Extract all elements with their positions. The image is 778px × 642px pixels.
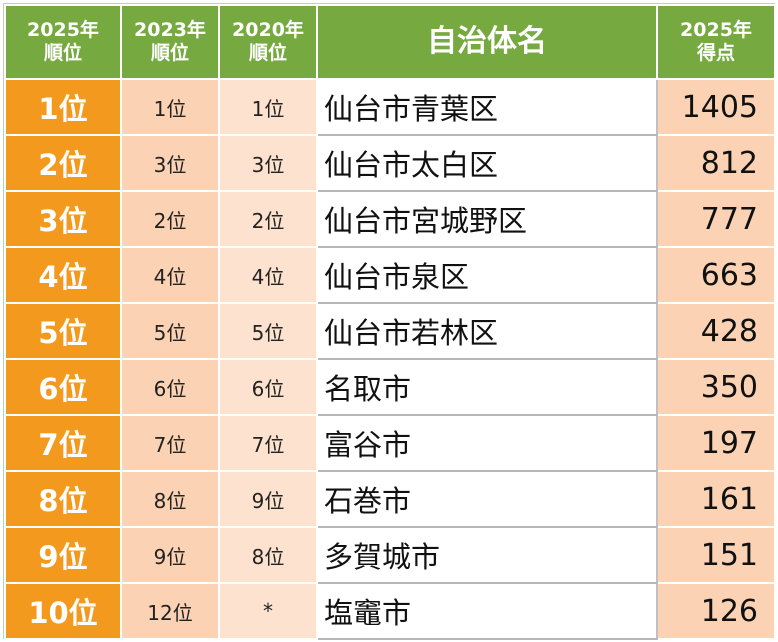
- score-2025-cell: 350: [656, 358, 776, 416]
- header-score-2025-label: 得点: [696, 42, 735, 64]
- municipality-name-cell: 名取市: [316, 358, 658, 416]
- header-municipality-name: 自治体名: [316, 4, 658, 80]
- rank-2023-cell: 9位: [120, 526, 220, 584]
- score-2025-cell: 197: [656, 414, 776, 472]
- rank-2025-cell: 2位: [4, 134, 122, 192]
- header-rank-2023-label: 順位: [150, 42, 189, 64]
- table-row: 10位 12位 * 塩竈市 126: [4, 582, 776, 640]
- header-rank-2020-year: 2020年: [232, 19, 304, 42]
- score-2025-cell: 663: [656, 246, 776, 304]
- rank-2023-cell: 6位: [120, 358, 220, 416]
- rank-2020-cell: 9位: [218, 470, 318, 528]
- rank-2023-cell: 8位: [120, 470, 220, 528]
- rank-2025-cell: 8位: [4, 470, 122, 528]
- table-row: 7位 7位 7位 富谷市 197: [4, 414, 776, 472]
- rank-2020-cell: 6位: [218, 358, 318, 416]
- header-rank-2020: 2020年 順位: [218, 4, 318, 80]
- rank-2025-cell: 9位: [4, 526, 122, 584]
- ranking-table: 2025年 順位 2023年 順位 2020年 順位 自治体名 2025年 得点…: [4, 4, 776, 640]
- rank-2023-cell: 7位: [120, 414, 220, 472]
- rank-2023-cell: 2位: [120, 190, 220, 248]
- score-2025-cell: 126: [656, 582, 776, 640]
- rank-2025-cell: 3位: [4, 190, 122, 248]
- score-2025-cell: 1405: [656, 78, 776, 136]
- municipality-name-cell: 仙台市青葉区: [316, 78, 658, 136]
- rank-2025-cell: 1位: [4, 78, 122, 136]
- rank-2020-cell: 3位: [218, 134, 318, 192]
- score-2025-cell: 161: [656, 470, 776, 528]
- rank-2020-cell: 1位: [218, 78, 318, 136]
- table-row: 8位 8位 9位 石巻市 161: [4, 470, 776, 528]
- ranking-table-container: 2025年 順位 2023年 順位 2020年 順位 自治体名 2025年 得点…: [3, 3, 776, 640]
- municipality-name-cell: 仙台市泉区: [316, 246, 658, 304]
- municipality-name-cell: 仙台市若林区: [316, 302, 658, 360]
- rank-2020-cell: *: [218, 582, 318, 640]
- score-2025-cell: 151: [656, 526, 776, 584]
- header-rank-2020-label: 順位: [248, 42, 287, 64]
- municipality-name-cell: 仙台市太白区: [316, 134, 658, 192]
- rank-2023-cell: 1位: [120, 78, 220, 136]
- table-row: 9位 9位 8位 多賀城市 151: [4, 526, 776, 584]
- rank-2025-cell: 4位: [4, 246, 122, 304]
- rank-2020-cell: 8位: [218, 526, 318, 584]
- table-row: 3位 2位 2位 仙台市宮城野区 777: [4, 190, 776, 248]
- score-2025-cell: 777: [656, 190, 776, 248]
- rank-2023-cell: 12位: [120, 582, 220, 640]
- header-rank-2025: 2025年 順位: [4, 4, 122, 80]
- municipality-name-cell: 石巻市: [316, 470, 658, 528]
- rank-2025-cell: 7位: [4, 414, 122, 472]
- rank-2025-cell: 5位: [4, 302, 122, 360]
- header-row: 2025年 順位 2023年 順位 2020年 順位 自治体名 2025年 得点: [4, 4, 776, 80]
- score-2025-cell: 428: [656, 302, 776, 360]
- municipality-name-cell: 仙台市宮城野区: [316, 190, 658, 248]
- score-2025-cell: 812: [656, 134, 776, 192]
- header-rank-2025-year: 2025年: [27, 19, 99, 42]
- table-row: 6位 6位 6位 名取市 350: [4, 358, 776, 416]
- header-score-2025: 2025年 得点: [656, 4, 776, 80]
- table-row: 2位 3位 3位 仙台市太白区 812: [4, 134, 776, 192]
- rank-2020-cell: 5位: [218, 302, 318, 360]
- rank-2023-cell: 4位: [120, 246, 220, 304]
- municipality-name-cell: 多賀城市: [316, 526, 658, 584]
- rank-2020-cell: 4位: [218, 246, 318, 304]
- table-row: 1位 1位 1位 仙台市青葉区 1405: [4, 78, 776, 136]
- municipality-name-cell: 富谷市: [316, 414, 658, 472]
- table-row: 4位 4位 4位 仙台市泉区 663: [4, 246, 776, 304]
- rank-2020-cell: 2位: [218, 190, 318, 248]
- table-row: 5位 5位 5位 仙台市若林区 428: [4, 302, 776, 360]
- municipality-name-cell: 塩竈市: [316, 582, 658, 640]
- rank-2025-cell: 6位: [4, 358, 122, 416]
- header-rank-2023-year: 2023年: [134, 19, 206, 42]
- header-score-2025-year: 2025年: [680, 19, 752, 42]
- rank-2025-cell: 10位: [4, 582, 122, 640]
- rank-2020-cell: 7位: [218, 414, 318, 472]
- header-rank-2023: 2023年 順位: [120, 4, 220, 80]
- table-body: 1位 1位 1位 仙台市青葉区 1405 2位 3位 3位 仙台市太白区 812 3位 2位 2位 仙台市…: [4, 78, 776, 640]
- rank-2023-cell: 5位: [120, 302, 220, 360]
- rank-2023-cell: 3位: [120, 134, 220, 192]
- header-rank-2025-label: 順位: [43, 42, 82, 64]
